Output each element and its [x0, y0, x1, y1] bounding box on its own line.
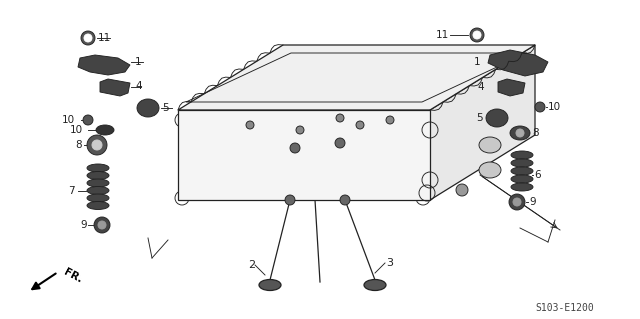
Circle shape	[356, 121, 364, 129]
Circle shape	[81, 31, 95, 45]
Ellipse shape	[253, 145, 281, 165]
Ellipse shape	[486, 109, 508, 127]
Text: 8: 8	[532, 128, 539, 138]
Text: 10: 10	[548, 102, 561, 112]
Text: 6: 6	[534, 170, 541, 180]
Text: 2: 2	[248, 260, 255, 270]
Circle shape	[513, 198, 521, 206]
Polygon shape	[488, 50, 548, 76]
Circle shape	[84, 34, 92, 42]
Ellipse shape	[87, 172, 109, 180]
Circle shape	[87, 135, 107, 155]
Text: 4: 4	[135, 81, 141, 91]
Text: 7: 7	[68, 186, 75, 196]
Ellipse shape	[87, 187, 109, 195]
Text: 8: 8	[75, 140, 82, 150]
Ellipse shape	[87, 194, 109, 202]
Circle shape	[290, 143, 300, 153]
Ellipse shape	[479, 137, 501, 153]
Ellipse shape	[511, 159, 533, 167]
Ellipse shape	[511, 183, 533, 191]
Polygon shape	[178, 45, 535, 110]
Circle shape	[94, 217, 110, 233]
Text: 1: 1	[135, 57, 141, 67]
Circle shape	[535, 102, 545, 112]
Circle shape	[470, 28, 484, 42]
Ellipse shape	[355, 168, 390, 192]
Circle shape	[473, 31, 481, 39]
Ellipse shape	[250, 168, 285, 192]
Text: 9: 9	[529, 197, 536, 207]
Ellipse shape	[87, 179, 109, 187]
Text: 11: 11	[98, 33, 111, 43]
Text: FR.: FR.	[62, 267, 84, 285]
Text: 4: 4	[477, 82, 484, 92]
Circle shape	[98, 221, 106, 229]
Ellipse shape	[306, 145, 334, 165]
Text: 10: 10	[62, 115, 75, 125]
Text: S103-E1200: S103-E1200	[536, 303, 595, 313]
Circle shape	[92, 140, 102, 150]
Ellipse shape	[364, 279, 386, 291]
Circle shape	[335, 138, 345, 148]
Text: 3: 3	[386, 258, 393, 268]
Text: 1: 1	[474, 57, 480, 67]
Ellipse shape	[511, 175, 533, 183]
Polygon shape	[498, 79, 525, 96]
Circle shape	[336, 114, 344, 122]
Circle shape	[386, 116, 394, 124]
Text: 9: 9	[80, 220, 86, 230]
Polygon shape	[78, 55, 130, 75]
Ellipse shape	[358, 145, 386, 165]
Text: 11: 11	[436, 30, 449, 40]
Circle shape	[285, 195, 295, 205]
Ellipse shape	[198, 168, 232, 192]
Ellipse shape	[479, 162, 501, 178]
Ellipse shape	[201, 145, 229, 165]
Circle shape	[83, 115, 93, 125]
Ellipse shape	[87, 164, 109, 172]
Polygon shape	[178, 110, 430, 200]
Text: 5: 5	[476, 113, 483, 123]
Ellipse shape	[303, 168, 337, 192]
Ellipse shape	[510, 126, 530, 140]
Circle shape	[456, 184, 468, 196]
Text: 10: 10	[70, 125, 83, 135]
Polygon shape	[430, 45, 535, 200]
Ellipse shape	[511, 167, 533, 175]
Circle shape	[246, 121, 254, 129]
Ellipse shape	[87, 202, 109, 210]
Text: 5: 5	[162, 103, 168, 113]
Circle shape	[516, 129, 524, 137]
Polygon shape	[100, 79, 130, 96]
Ellipse shape	[96, 125, 114, 135]
Circle shape	[296, 126, 304, 134]
Ellipse shape	[259, 279, 281, 291]
Circle shape	[340, 195, 350, 205]
Circle shape	[509, 194, 525, 210]
Ellipse shape	[511, 151, 533, 159]
Ellipse shape	[137, 99, 159, 117]
